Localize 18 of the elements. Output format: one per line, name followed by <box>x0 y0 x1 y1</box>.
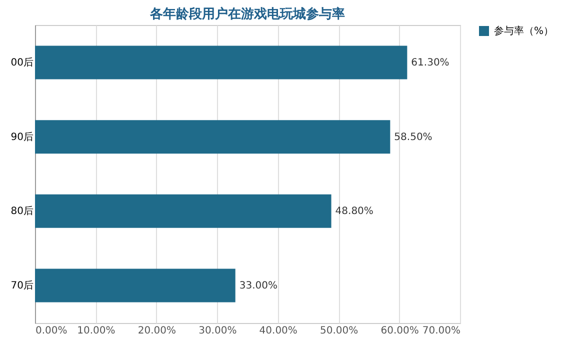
data-label: 58.50% <box>394 132 432 143</box>
y-tick-label: 70后 <box>10 279 34 292</box>
x-tick-label: 70.00% <box>422 326 460 336</box>
data-label: 61.30% <box>411 58 450 69</box>
x-tick-label: 60.00% <box>380 326 419 336</box>
y-tick-label: 80后 <box>10 205 34 218</box>
y-tick-label: 00后 <box>10 56 34 69</box>
data-label: 33.00% <box>239 280 278 292</box>
data-label: 48.80% <box>335 206 374 218</box>
legend-label: 参与率（%） <box>494 25 554 37</box>
x-tick-label: 10.00% <box>77 326 116 336</box>
x-tick-label: 50.00% <box>320 326 358 336</box>
x-tick-label: 0.00% <box>36 326 68 336</box>
x-tick-label: 20.00% <box>138 326 176 336</box>
x-tick-label: 30.00% <box>198 326 237 336</box>
x-tick-label: 40.00% <box>259 326 298 336</box>
chart-title: 各年龄段用户在游戏电玩城参与率 <box>149 6 345 22</box>
y-tick-label: 90后 <box>10 130 34 143</box>
